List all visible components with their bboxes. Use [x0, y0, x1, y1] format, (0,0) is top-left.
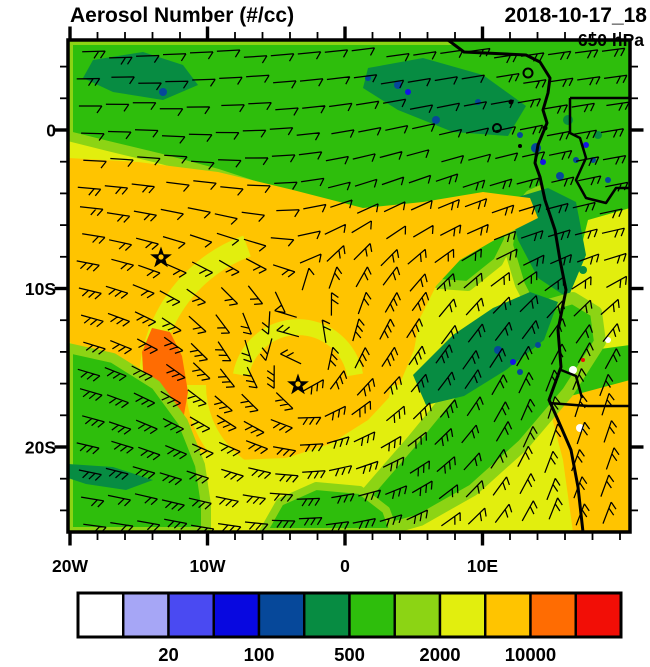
colorbar-tick-label: 10000 [505, 644, 556, 665]
y-axis-tick-label: 0 [46, 121, 56, 141]
colorbar-cell [303, 591, 351, 639]
colorbar: 20 100 500 2000 10000 [76, 591, 623, 665]
colorbar-cell [76, 591, 125, 639]
pressure-level-label: 650 hPa [578, 30, 644, 50]
map-speck [405, 89, 411, 95]
map-region-big-right-green-band [314, 292, 606, 532]
colorbar-cell [167, 591, 215, 639]
island [518, 144, 522, 148]
map-region-dark-top-2 [363, 58, 526, 136]
map-region-land-gold-south [548, 380, 630, 532]
star-marker-center [295, 381, 301, 387]
colorbar-tick-label: 2000 [419, 644, 460, 665]
colorbar-tick-label: 500 [334, 644, 365, 665]
colorbar-cell [212, 591, 261, 639]
map-speck [432, 116, 440, 124]
colorbar-cell [122, 591, 170, 639]
x-axis-tick-label: 0 [340, 556, 350, 576]
map-speck [535, 342, 541, 348]
coastline [447, 40, 585, 532]
map-speck [605, 177, 611, 183]
colorbar-tick-label: 20 [158, 644, 179, 665]
map-speck [556, 172, 564, 180]
map-region-swirl-arm-2 [186, 384, 410, 497]
plot-title: Aerosol Number (#/cc) [70, 4, 294, 27]
map-speck [569, 366, 577, 374]
map-speck [517, 132, 523, 138]
island [522, 67, 534, 79]
island [492, 123, 502, 133]
star-markers [150, 246, 309, 395]
map-speck [579, 266, 587, 274]
country-border [548, 401, 630, 408]
map-speck [517, 369, 523, 375]
x-axis-tick-label: 20W [52, 556, 88, 576]
y-axis-tick-label: 20S [25, 438, 56, 458]
map-region-bottom-center-green [259, 482, 398, 532]
axis-ticks [54, 26, 644, 546]
map-speck [159, 88, 167, 96]
wind-barbs [76, 47, 630, 532]
map-speck [573, 157, 579, 163]
map-region-dark-green-core [413, 292, 558, 405]
country-border [568, 98, 630, 205]
colorbar-cell [348, 591, 396, 639]
y-axis-tick-label: 10S [25, 279, 56, 299]
colorbar-outline [76, 591, 623, 639]
x-axis-tick-label: 10W [190, 556, 226, 576]
colorbar-cell [438, 591, 487, 639]
colorbar-cell [393, 591, 442, 639]
map-speck [583, 142, 589, 148]
colorbar-cell [529, 591, 577, 639]
axis-labels: 20W 10W 0 10E 0 10S 20S [25, 121, 498, 577]
colorbar-tick-label: 100 [244, 644, 275, 665]
star-marker-center [158, 254, 164, 260]
map-frame [66, 38, 632, 534]
datetime-label: 2018-10-17_18 [505, 4, 648, 27]
map-speck [563, 115, 573, 125]
colorbar-cell [574, 591, 623, 639]
colorbar-cell [484, 591, 532, 639]
map-speck [540, 159, 546, 165]
map-frame-border [66, 38, 632, 534]
map-speck [510, 359, 516, 365]
island [542, 125, 548, 131]
map-canvas [68, 40, 630, 532]
colorbar-cell [257, 591, 306, 639]
map-speck [594, 131, 602, 139]
map-speck [581, 358, 585, 362]
map-speck [605, 337, 611, 343]
map-region-dark-streak-bl [68, 464, 153, 490]
map-region-dark-top-1 [83, 52, 198, 100]
country-border [560, 368, 584, 399]
x-axis-tick-label: 10E [467, 556, 498, 576]
